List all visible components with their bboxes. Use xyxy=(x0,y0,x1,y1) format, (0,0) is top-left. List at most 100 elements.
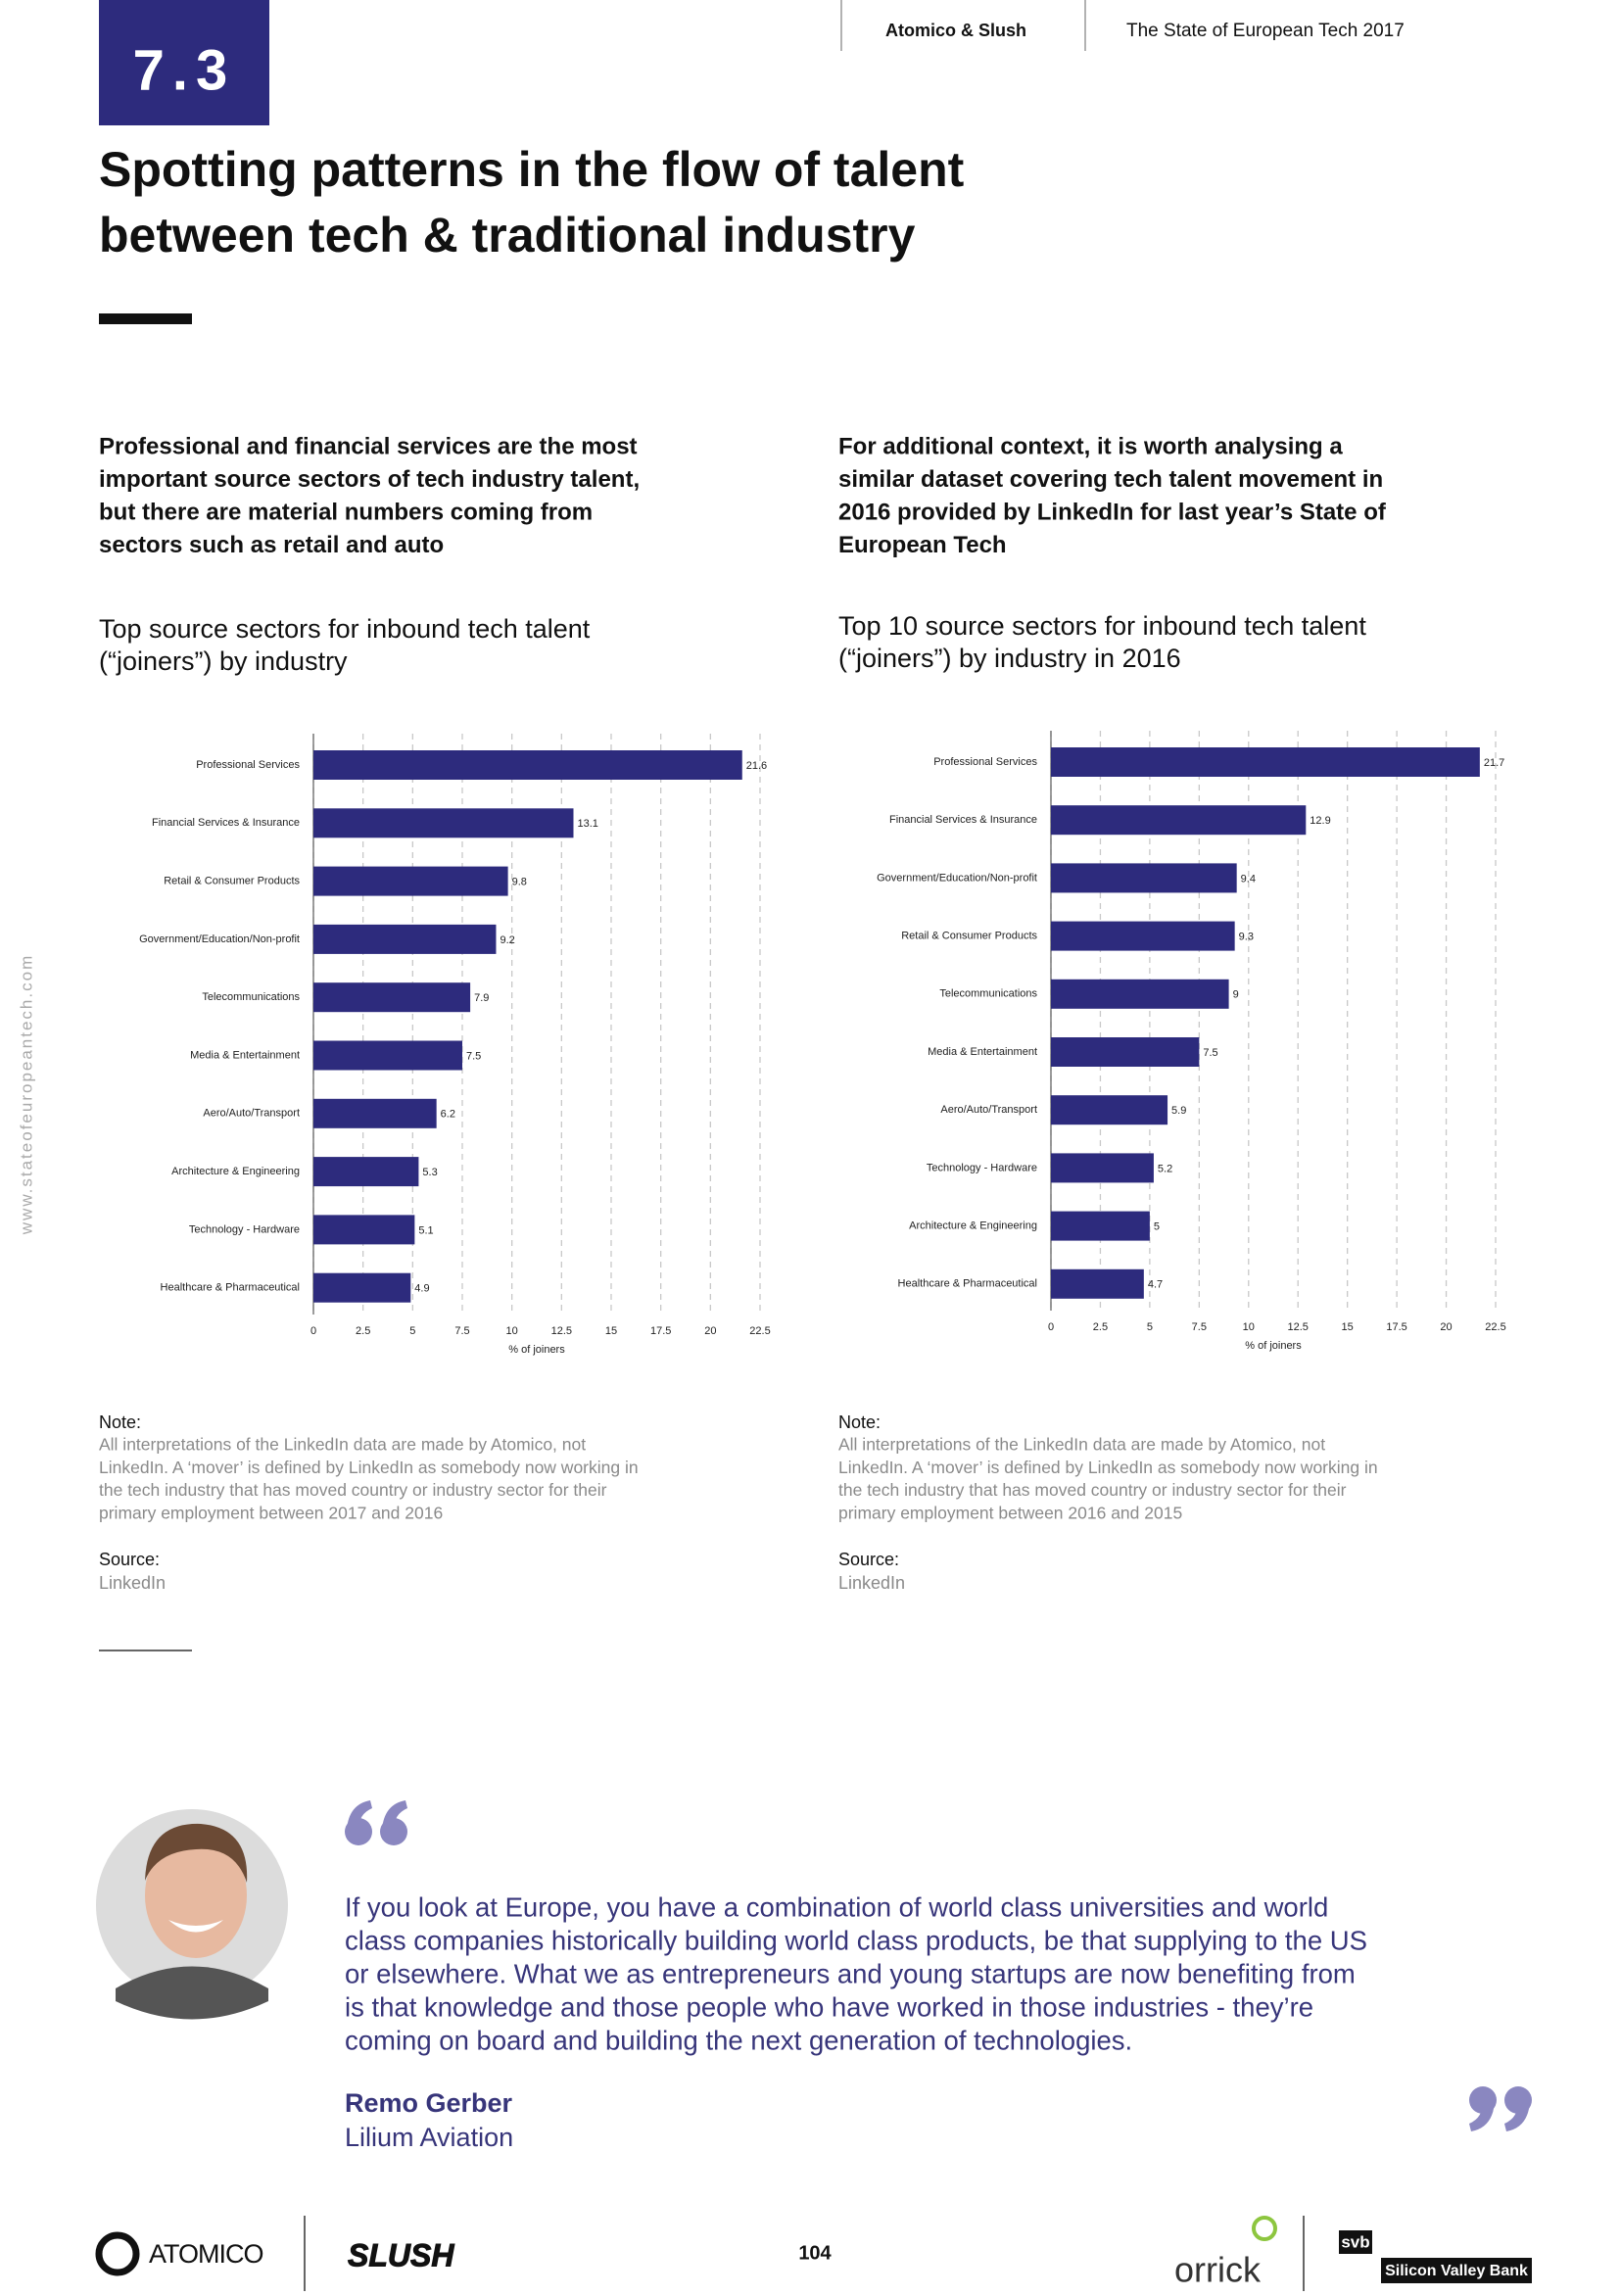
bar xyxy=(313,924,497,954)
lead-text: European Tech xyxy=(838,532,1007,558)
bar-value-label: 9.4 xyxy=(1241,873,1256,885)
quote-text: or elsewhere. What we as entrepreneurs a… xyxy=(345,1958,1356,1988)
category-label: Telecommunications xyxy=(202,991,300,1003)
slush-logo: SLUSH xyxy=(348,2237,454,2272)
category-label: Professional Services xyxy=(196,759,300,771)
bar xyxy=(313,808,574,838)
lead-text: similar dataset covering tech talent mov… xyxy=(838,466,1383,493)
bar xyxy=(313,1272,411,1303)
bar xyxy=(313,1098,437,1128)
note-text: the tech industry that has moved country… xyxy=(838,1480,1347,1500)
bar xyxy=(1051,805,1307,836)
svb-name: Silicon Valley Bank xyxy=(1385,2263,1528,2279)
x-axis-label: % of joiners xyxy=(508,1344,565,1356)
category-label: Technology - Hardware xyxy=(927,1162,1037,1173)
chart-title: (“joiners”) by industry in 2016 xyxy=(838,644,1181,673)
x-tick-label: 10 xyxy=(1243,1321,1255,1333)
bar-value-label: 13.1 xyxy=(577,818,597,830)
portrait xyxy=(96,1809,288,2020)
x-tick-label: 17.5 xyxy=(650,1325,671,1337)
bar-value-label: 9 xyxy=(1233,989,1239,1001)
chart-title: (“joiners”) by industry xyxy=(99,646,348,676)
title-rule xyxy=(99,313,192,324)
x-tick-label: 22.5 xyxy=(1485,1321,1505,1333)
source-label: Source: xyxy=(99,1550,160,1569)
page-title: between tech & traditional industry xyxy=(99,208,916,263)
header-brand: Atomico & Slush xyxy=(885,21,1026,40)
bar-value-label: 9.2 xyxy=(500,934,514,946)
bar-value-label: 5 xyxy=(1154,1221,1160,1233)
bar xyxy=(313,750,742,780)
bar xyxy=(1051,979,1229,1009)
category-label: Professional Services xyxy=(933,756,1037,768)
category-label: Architecture & Engineering xyxy=(909,1220,1037,1232)
bar xyxy=(1051,863,1237,893)
category-label: Government/Education/Non-profit xyxy=(877,872,1037,884)
page-title: Spotting patterns in the flow of talent xyxy=(99,142,965,197)
bar xyxy=(313,1040,462,1071)
header-report: The State of European Tech 2017 xyxy=(1126,21,1405,41)
category-label: Media & Entertainment xyxy=(190,1049,300,1061)
category-label: Retail & Consumer Products xyxy=(901,931,1037,942)
x-tick-label: 2.5 xyxy=(356,1325,370,1337)
bar xyxy=(1051,1211,1150,1241)
bar xyxy=(313,1215,415,1245)
category-label: Financial Services & Insurance xyxy=(152,817,300,829)
bar xyxy=(313,866,508,896)
bar-value-label: 4.9 xyxy=(414,1283,429,1295)
category-label: Aero/Auto/Transport xyxy=(203,1108,300,1120)
category-label: Retail & Consumer Products xyxy=(164,876,300,887)
sidebar-url: www.stateofeuropeantech.com xyxy=(17,954,35,1235)
lead-text: For additional context, it is worth anal… xyxy=(838,433,1343,459)
category-label: Healthcare & Pharmaceutical xyxy=(161,1282,300,1294)
x-tick-label: 12.5 xyxy=(551,1325,572,1337)
bar-value-label: 7.5 xyxy=(466,1050,481,1062)
quote-text: coming on board and building the next ge… xyxy=(345,2025,1132,2055)
source-label: Source: xyxy=(838,1550,899,1569)
note-text: LinkedIn. A ‘mover’ is defined by Linked… xyxy=(99,1458,639,1477)
source-text: LinkedIn xyxy=(838,1573,905,1593)
x-tick-label: 7.5 xyxy=(1192,1321,1207,1333)
category-label: Financial Services & Insurance xyxy=(889,814,1037,826)
source-text: LinkedIn xyxy=(99,1573,166,1593)
category-label: Technology - Hardware xyxy=(189,1223,300,1235)
x-tick-label: 20 xyxy=(704,1325,716,1337)
note-text: All interpretations of the LinkedIn data… xyxy=(838,1435,1325,1455)
category-label: Aero/Auto/Transport xyxy=(940,1104,1037,1116)
category-label: Telecommunications xyxy=(939,988,1037,1000)
bar xyxy=(313,982,471,1013)
x-tick-label: 0 xyxy=(310,1325,316,1337)
close-quote-mark xyxy=(1469,2086,1532,2131)
bar xyxy=(313,1157,419,1187)
orrick-logo: orrick xyxy=(1174,2250,1262,2290)
quote-text: class companies historically building wo… xyxy=(345,1925,1367,1955)
note-label: Note: xyxy=(838,1412,881,1432)
bar xyxy=(1051,1268,1144,1299)
bar-value-label: 6.2 xyxy=(441,1109,455,1121)
x-tick-label: 20 xyxy=(1440,1321,1452,1333)
lead-text: 2016 provided by LinkedIn for last year’… xyxy=(838,499,1387,525)
chart-title: Top 10 source sectors for inbound tech t… xyxy=(838,611,1366,641)
bar-value-label: 9.3 xyxy=(1239,932,1254,943)
bar xyxy=(1051,747,1480,777)
category-label: Media & Entertainment xyxy=(928,1046,1037,1058)
x-tick-label: 5 xyxy=(1147,1321,1153,1333)
quote-text: If you look at Europe, you have a combin… xyxy=(345,1891,1328,1922)
x-tick-label: 15 xyxy=(605,1325,617,1337)
x-axis-label: % of joiners xyxy=(1245,1340,1302,1352)
orrick-mark xyxy=(1252,2216,1277,2241)
atomico-logo: ATOMICO xyxy=(149,2239,263,2269)
note-text: primary employment between 2017 and 2016 xyxy=(99,1504,443,1523)
note-text: All interpretations of the LinkedIn data… xyxy=(99,1435,586,1455)
bar xyxy=(1051,1095,1168,1125)
atomico-mark xyxy=(95,2231,140,2276)
quote-company: Lilium Aviation xyxy=(345,2123,513,2152)
chart-title: Top source sectors for inbound tech tale… xyxy=(99,614,591,644)
open-quote-mark xyxy=(345,1800,407,1845)
note-text: the tech industry that has moved country… xyxy=(99,1480,607,1500)
bar-value-label: 5.1 xyxy=(418,1224,433,1236)
x-tick-label: 10 xyxy=(506,1325,518,1337)
bar-value-label: 12.9 xyxy=(1310,815,1330,827)
x-tick-label: 5 xyxy=(409,1325,415,1337)
bar-value-label: 4.7 xyxy=(1148,1279,1163,1291)
